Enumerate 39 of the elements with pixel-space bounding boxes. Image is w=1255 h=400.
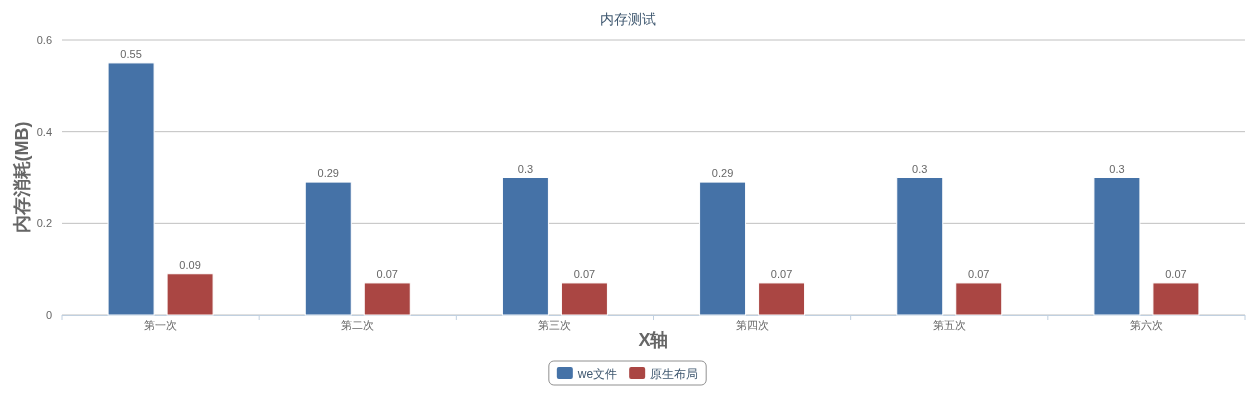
y-tick-label: 0 [45, 309, 52, 321]
x-tick-label: 第六次 [1129, 319, 1163, 331]
data-label: 0.3 [1109, 162, 1125, 175]
x-tick-label: 第二次 [341, 319, 375, 331]
bar [758, 282, 806, 316]
bar [896, 177, 944, 316]
data-label: 0.07 [376, 267, 398, 280]
bar [501, 177, 549, 316]
bar [166, 273, 214, 316]
y-tick-label: 0.2 [36, 217, 52, 230]
data-label: 0.09 [179, 258, 201, 271]
legend-label: 原生布局 [650, 367, 699, 381]
bar [699, 181, 747, 316]
bar [363, 282, 411, 316]
data-label: 0.55 [120, 47, 142, 60]
bar [560, 282, 608, 316]
data-label: 0.3 [912, 162, 928, 175]
bar [1093, 177, 1141, 316]
data-label: 0.3 [517, 162, 534, 175]
legend-label: we文件 [576, 367, 618, 381]
x-tick-label: 第三次 [538, 319, 572, 331]
data-label: 0.07 [968, 267, 990, 280]
data-label: 0.07 [573, 267, 596, 280]
data-label: 0.29 [317, 167, 339, 180]
y-axis-title: 内存消耗(MB) [12, 121, 32, 234]
bar [1152, 282, 1200, 316]
x-tick-label: 第五次 [932, 319, 966, 331]
bar [955, 282, 1003, 316]
bar [304, 181, 352, 316]
x-axis-title: X轴 [638, 330, 669, 350]
data-label: 0.07 [770, 267, 793, 280]
y-tick-label: 0.4 [36, 125, 52, 138]
y-tick-label: 0.6 [36, 34, 52, 46]
bar [107, 62, 155, 316]
chart-title: 内存测试 [599, 11, 656, 27]
x-tick-label: 第四次 [735, 319, 769, 331]
data-label: 0.29 [711, 167, 734, 180]
data-label: 0.07 [1165, 267, 1187, 280]
x-tick-label: 第一次 [144, 319, 178, 331]
